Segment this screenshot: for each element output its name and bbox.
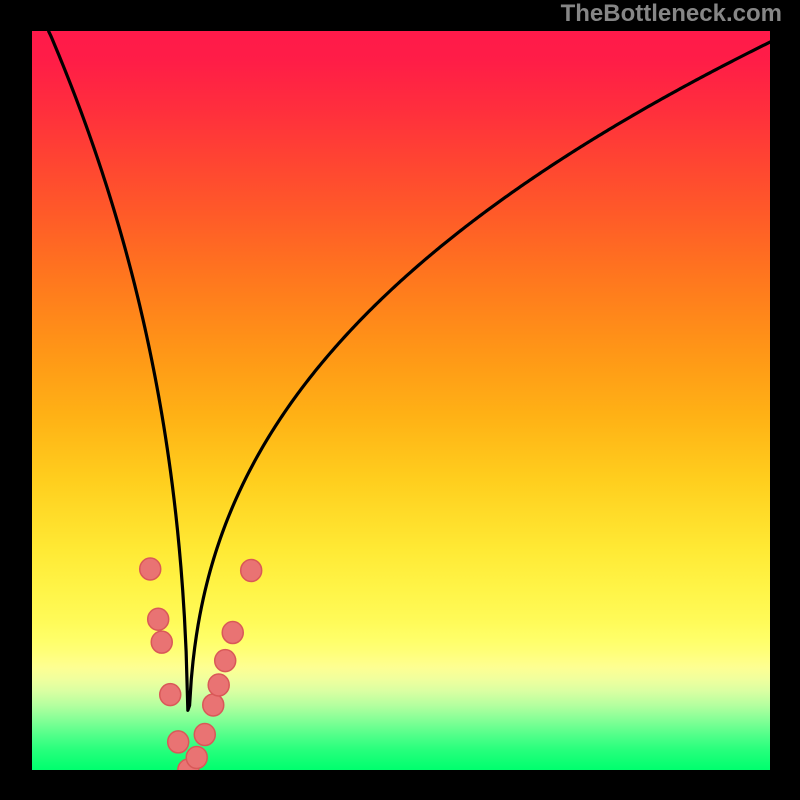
gradient-background <box>32 31 770 770</box>
data-marker <box>215 650 236 672</box>
data-marker <box>140 558 161 580</box>
data-marker <box>151 631 172 653</box>
data-marker <box>148 608 169 630</box>
data-marker <box>241 559 262 581</box>
data-marker <box>168 731 189 753</box>
chart-root: TheBottleneck.com <box>0 0 800 800</box>
data-marker <box>186 746 207 768</box>
data-marker <box>208 674 229 696</box>
data-marker <box>160 684 181 706</box>
data-marker <box>194 724 215 746</box>
watermark-text: TheBottleneck.com <box>561 0 782 28</box>
data-marker <box>222 622 243 644</box>
data-marker <box>203 694 224 716</box>
bottleneck-chart <box>0 0 800 800</box>
